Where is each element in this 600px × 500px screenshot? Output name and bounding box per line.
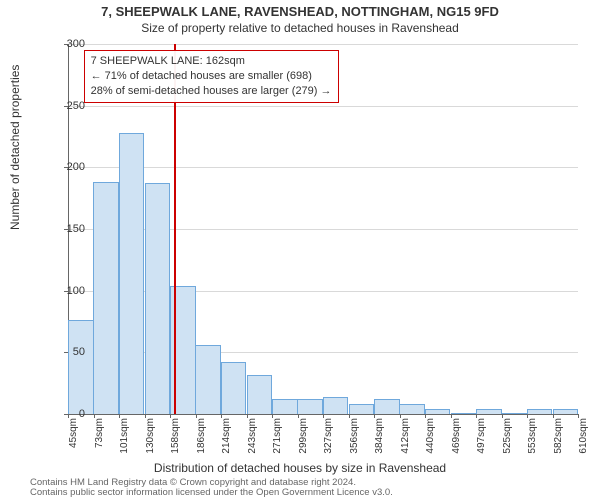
license-line-2: Contains public sector information licen… <box>30 488 393 498</box>
x-tick-label: 186sqm <box>196 418 207 458</box>
y-tick-label: 100 <box>67 285 85 297</box>
histogram-bar <box>93 182 119 414</box>
histogram-bar <box>272 399 298 414</box>
y-tick-mark <box>64 414 68 415</box>
histogram-bar <box>323 397 349 414</box>
plot-area: 7 SHEEPWALK LANE: 162sqm← 71% of detache… <box>68 44 578 414</box>
x-tick-label: 497sqm <box>476 418 487 458</box>
license-text: Contains HM Land Registry data © Crown c… <box>30 478 393 499</box>
histogram-bar <box>195 345 221 414</box>
x-tick-label: 158sqm <box>170 418 181 458</box>
x-tick-label: 299sqm <box>298 418 309 458</box>
histogram-bar <box>527 409 553 414</box>
x-tick-label: 356sqm <box>349 418 360 458</box>
x-tick-label: 384sqm <box>374 418 385 458</box>
y-tick-label: 250 <box>67 100 85 112</box>
histogram-bar <box>221 362 247 414</box>
x-tick-label: 243sqm <box>247 418 258 458</box>
x-tick-label: 412sqm <box>400 418 411 458</box>
gridline <box>68 106 578 107</box>
gridline <box>68 44 578 45</box>
chart-title: 7, SHEEPWALK LANE, RAVENSHEAD, NOTTINGHA… <box>0 0 600 19</box>
histogram-bar <box>145 183 171 414</box>
histogram-bar <box>247 375 273 414</box>
chart-subtitle: Size of property relative to detached ho… <box>0 19 600 35</box>
histogram-bar <box>399 404 425 414</box>
x-tick-label: 130sqm <box>145 418 156 458</box>
gridline <box>68 167 578 168</box>
histogram-bar <box>297 399 323 414</box>
histogram-bar <box>476 409 502 414</box>
y-tick-label: 150 <box>67 223 85 235</box>
x-tick-label: 525sqm <box>502 418 513 458</box>
y-tick-mark <box>64 352 68 353</box>
histogram-bar <box>451 413 477 414</box>
x-tick-label: 327sqm <box>323 418 334 458</box>
histogram-bar <box>425 409 451 414</box>
histogram-bar <box>374 399 400 414</box>
callout-box: 7 SHEEPWALK LANE: 162sqm← 71% of detache… <box>84 50 339 103</box>
x-tick-label: 214sqm <box>221 418 232 458</box>
x-tick-label: 73sqm <box>94 418 105 458</box>
histogram-bar <box>349 404 375 414</box>
histogram-bar <box>501 413 527 414</box>
y-tick-label: 300 <box>67 38 85 50</box>
x-tick-label: 440sqm <box>425 418 436 458</box>
x-tick-label: 469sqm <box>451 418 462 458</box>
callout-line-1: 7 SHEEPWALK LANE: 162sqm <box>91 54 332 69</box>
histogram-bar <box>553 409 579 414</box>
chart-container: 7, SHEEPWALK LANE, RAVENSHEAD, NOTTINGHA… <box>0 0 600 500</box>
y-tick-label: 50 <box>73 346 85 358</box>
x-tick-label: 271sqm <box>272 418 283 458</box>
x-tick-label: 553sqm <box>527 418 538 458</box>
callout-line-3: 28% of semi-detached houses are larger (… <box>91 84 332 99</box>
x-tick-label: 582sqm <box>553 418 564 458</box>
histogram-bar <box>119 133 145 414</box>
x-tick-label: 101sqm <box>119 418 130 458</box>
y-axis-label: Number of detached properties <box>8 65 22 230</box>
callout-line-2: ← 71% of detached houses are smaller (69… <box>91 69 332 84</box>
y-tick-label: 0 <box>79 408 85 420</box>
histogram-bar <box>68 320 94 414</box>
y-tick-label: 200 <box>67 161 85 173</box>
x-axis-label: Distribution of detached houses by size … <box>0 461 600 475</box>
x-tick-label: 610sqm <box>578 418 589 458</box>
x-tick-label: 45sqm <box>68 418 79 458</box>
